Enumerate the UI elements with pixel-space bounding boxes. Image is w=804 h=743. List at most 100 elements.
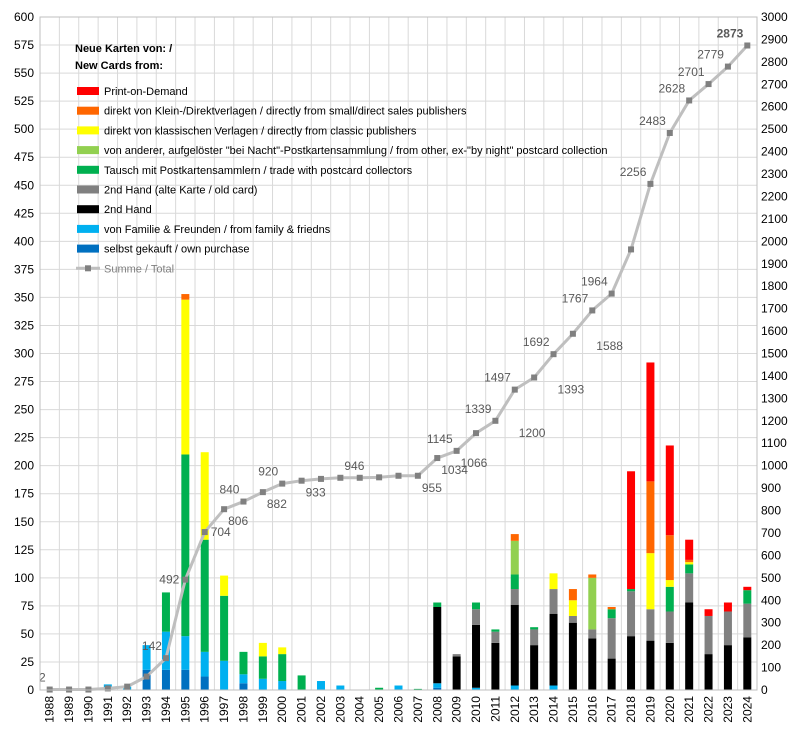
legend-entry: Tausch mit Postkartensammlern / trade wi… — [104, 165, 413, 177]
left-tick-label: 450 — [14, 178, 34, 192]
left-tick-label: 300 — [14, 347, 34, 361]
legend-swatch — [77, 244, 99, 253]
x-tick-label: 2016 — [585, 696, 599, 723]
legend-swatch — [77, 205, 99, 214]
bar — [530, 629, 539, 646]
right-tick-label: 1000 — [761, 459, 788, 473]
bar — [510, 685, 519, 690]
x-tick-label: 1988 — [43, 696, 57, 723]
bar — [200, 539, 209, 652]
total-point-label: 142 — [142, 639, 162, 653]
x-tick-label: 2002 — [314, 696, 328, 723]
bar — [258, 678, 267, 690]
bar — [665, 611, 674, 643]
bar — [549, 573, 558, 590]
total-point-label: 1339 — [465, 402, 492, 416]
bar — [452, 656, 461, 690]
x-tick-label: 2014 — [547, 696, 561, 723]
total-point-label: 2 — [39, 671, 46, 685]
bar — [181, 294, 190, 300]
total-point — [201, 529, 208, 536]
total-point — [317, 475, 324, 482]
x-tick-label: 2009 — [450, 696, 464, 723]
bar — [627, 471, 636, 590]
x-tick-label: 1995 — [178, 696, 192, 723]
left-tick-label: 200 — [14, 459, 34, 473]
total-point-label: 882 — [267, 497, 287, 511]
legend-swatch — [77, 106, 99, 115]
total-point — [628, 246, 635, 253]
bar — [452, 654, 461, 657]
bar — [181, 299, 190, 455]
left-tick-label: 575 — [14, 38, 34, 52]
bar — [723, 645, 732, 690]
x-tick-label: 2004 — [353, 696, 367, 723]
bar — [568, 600, 577, 616]
bar — [646, 609, 655, 641]
left-tick-label: 0 — [27, 683, 34, 697]
total-point — [531, 374, 538, 381]
right-tick-label: 2300 — [761, 167, 788, 181]
x-tick-label: 2024 — [740, 696, 754, 723]
bar — [685, 562, 694, 565]
total-point — [259, 489, 266, 496]
bar — [704, 609, 713, 616]
bar — [530, 627, 539, 630]
legend-swatch — [77, 87, 99, 95]
x-tick-label: 1991 — [101, 696, 115, 723]
bar — [510, 574, 519, 590]
left-tick-label: 150 — [14, 515, 34, 529]
x-tick-label: 1992 — [120, 696, 134, 723]
bar — [743, 603, 752, 638]
total-point-label: 1066 — [461, 456, 488, 470]
bar — [239, 683, 248, 690]
legend-swatch — [77, 185, 99, 194]
right-tick-label: 100 — [761, 661, 781, 675]
total-point-label: 704 — [211, 525, 231, 539]
bar — [685, 564, 694, 574]
bar — [375, 687, 384, 690]
legend-title-2: New Cards from: — [75, 60, 163, 72]
right-tick-label: 300 — [761, 616, 781, 630]
axes: 0255075100125150175200225250275300325350… — [14, 10, 788, 723]
total-point — [686, 97, 693, 104]
bar — [491, 631, 500, 643]
bar — [297, 675, 306, 690]
x-tick-label: 2021 — [682, 696, 696, 723]
right-tick-label: 2400 — [761, 145, 788, 159]
legend-swatch — [77, 224, 99, 233]
right-tick-label: 2100 — [761, 212, 788, 226]
right-tick-label: 0 — [761, 683, 768, 697]
right-tick-label: 2200 — [761, 189, 788, 203]
total-point-label: 955 — [422, 481, 442, 495]
right-tick-label: 600 — [761, 548, 781, 562]
right-tick-label: 200 — [761, 638, 781, 652]
x-tick-label: 2020 — [663, 696, 677, 723]
left-tick-label: 500 — [14, 122, 34, 136]
left-tick-label: 475 — [14, 150, 34, 164]
bar — [685, 573, 694, 603]
bar — [413, 688, 422, 690]
left-tick-label: 525 — [14, 94, 34, 108]
total-point — [724, 63, 731, 70]
x-tick-label: 2001 — [295, 696, 309, 723]
total-point — [298, 477, 305, 484]
bar — [588, 574, 597, 578]
bar — [646, 553, 655, 610]
x-tick-label: 1993 — [140, 696, 154, 723]
right-tick-label: 3000 — [761, 10, 788, 24]
bar — [588, 638, 597, 690]
bar — [607, 606, 616, 610]
x-tick-label: 2017 — [605, 696, 619, 723]
total-point-label: 492 — [159, 573, 179, 587]
bar — [627, 591, 636, 637]
left-tick-label: 275 — [14, 375, 34, 389]
bar — [607, 658, 616, 690]
x-tick-label: 2006 — [392, 696, 406, 723]
x-tick-label: 2013 — [527, 696, 541, 723]
bar — [646, 640, 655, 690]
bar — [607, 618, 616, 659]
bar — [142, 645, 151, 670]
total-point-label: 1767 — [562, 291, 589, 305]
total-series-line — [49, 44, 749, 692]
